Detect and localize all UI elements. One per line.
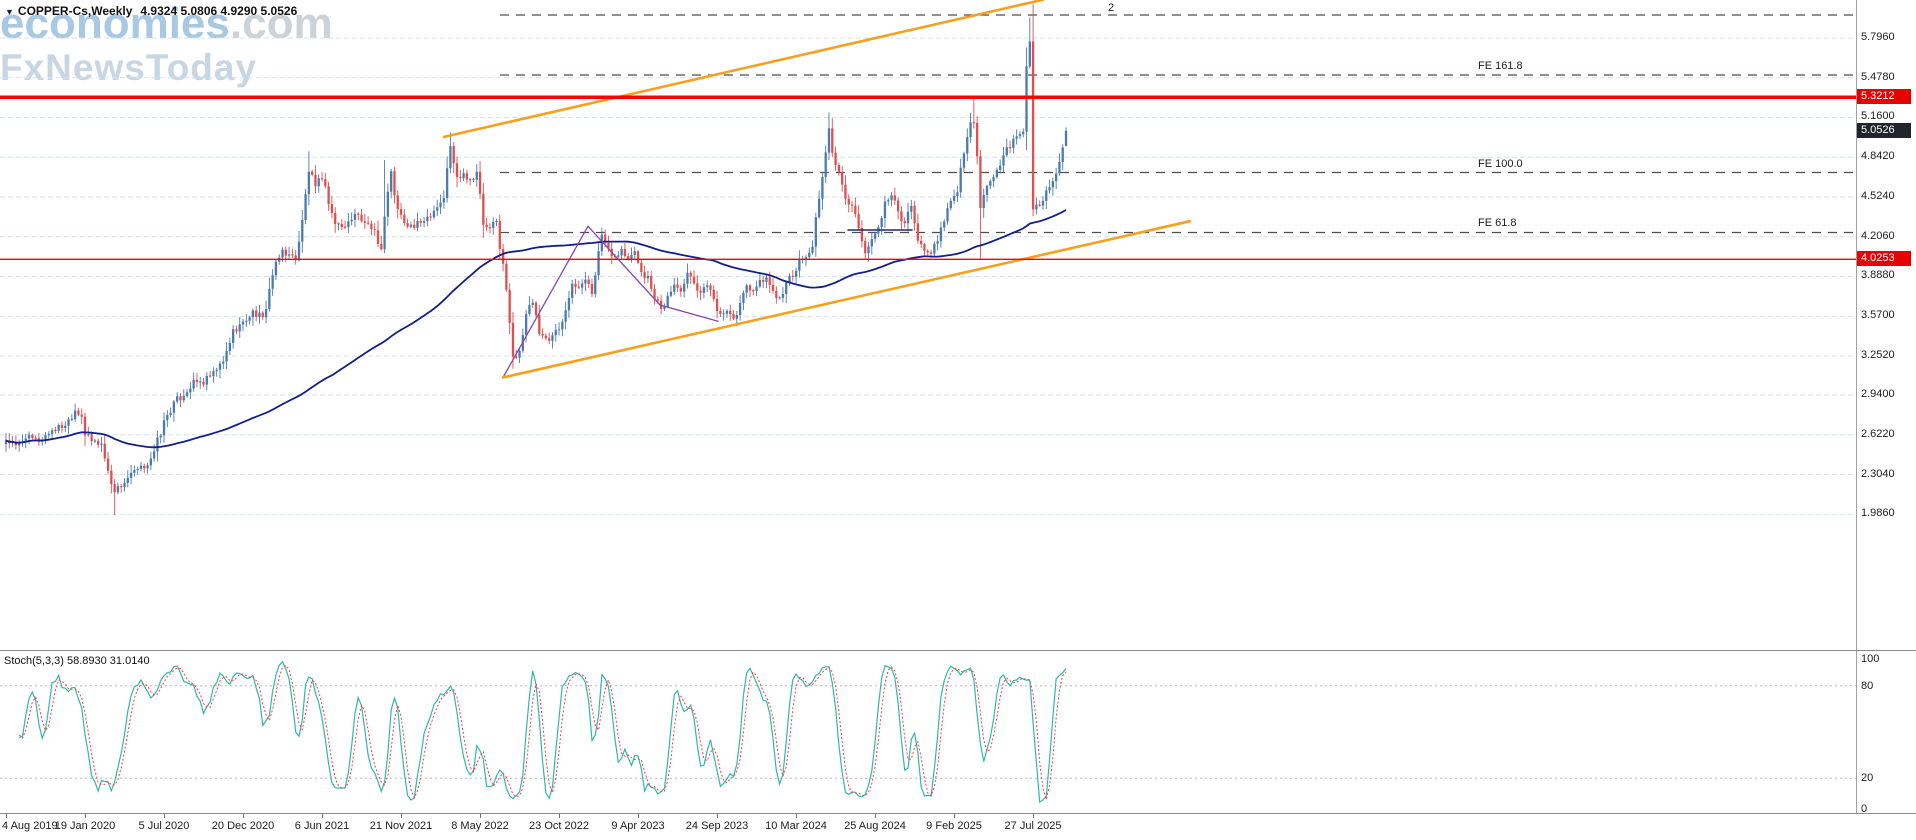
stoch-scale-label: 100 bbox=[1861, 653, 1880, 665]
price-tick-label: 2.9400 bbox=[1861, 388, 1895, 400]
time-tick bbox=[875, 814, 876, 818]
support-price-badge: 4.0253 bbox=[1857, 251, 1911, 266]
axis-separator bbox=[1856, 0, 1857, 813]
chart-title: ▼ COPPER-Cs,Weekly 4.9324 5.0806 4.9290 5.… bbox=[5, 4, 297, 18]
date-tick-label: 19 Jan 2020 bbox=[54, 820, 116, 832]
fib-expansion-lines[interactable] bbox=[500, 14, 1856, 234]
date-tick-label: 21 Nov 2021 bbox=[369, 820, 433, 832]
fib-level-label: FE 161.8 bbox=[1478, 60, 1523, 72]
time-tick bbox=[559, 814, 560, 818]
bull-candles bbox=[4, 17, 1068, 495]
symbol-timeframe-label: COPPER-Cs,Weekly bbox=[17, 4, 133, 18]
time-tick bbox=[164, 814, 165, 818]
price-tick-label: 1.9860 bbox=[1861, 507, 1895, 519]
main-chart-canvas[interactable] bbox=[0, 0, 1856, 650]
price-tick-label: 4.2060 bbox=[1861, 230, 1895, 242]
stoch-label-text: Stoch(5,3,3) 58.8930 31.0140 bbox=[4, 655, 150, 667]
date-tick-label: 9 Feb 2025 bbox=[926, 820, 982, 832]
time-tick bbox=[1033, 814, 1034, 818]
time-tick bbox=[401, 814, 402, 818]
price-tick-label: 3.5700 bbox=[1861, 309, 1895, 321]
stoch-scale-label: 0 bbox=[1861, 803, 1868, 815]
lower-channel-trendline[interactable] bbox=[501, 219, 1192, 379]
symbol-dropdown-icon: ▼ bbox=[5, 7, 14, 17]
price-tick-label: 2.6220 bbox=[1861, 428, 1895, 440]
resistance-price-badge: 5.3212 bbox=[1857, 89, 1911, 104]
time-tick bbox=[796, 814, 797, 818]
upper-channel-trendline[interactable] bbox=[442, 0, 1045, 139]
time-tick bbox=[638, 814, 639, 818]
price-tick-label: 2.3040 bbox=[1861, 468, 1895, 480]
time-tick bbox=[243, 814, 244, 818]
ohlc-values: 4.9324 5.0806 4.9290 5.0526 bbox=[140, 4, 298, 18]
purple-pattern-lines[interactable] bbox=[502, 225, 719, 379]
time-tick bbox=[717, 814, 718, 818]
panel-separator-stoch-dates bbox=[0, 813, 1916, 814]
stoch-main-line bbox=[19, 660, 1067, 804]
date-tick-label: 27 Jul 2025 bbox=[1004, 820, 1062, 832]
price-tick-label: 4.5240 bbox=[1861, 190, 1895, 202]
date-tick-label: 25 Aug 2024 bbox=[844, 820, 906, 832]
fib-level-label: FE 100.0 bbox=[1478, 158, 1523, 170]
date-tick-label: 8 May 2022 bbox=[451, 820, 509, 832]
date-tick-label: 5 Jul 2020 bbox=[138, 820, 190, 832]
price-tick-label: 3.2520 bbox=[1861, 349, 1895, 361]
date-tick-label: 20 Dec 2020 bbox=[211, 820, 275, 832]
stoch-scale-label: 80 bbox=[1861, 680, 1874, 692]
date-tick-label: 10 Mar 2024 bbox=[765, 820, 827, 832]
price-tick-label: 5.7960 bbox=[1861, 31, 1895, 43]
price-gridlines bbox=[0, 37, 1856, 515]
fe-200-partial-label: 2 bbox=[1108, 2, 1115, 14]
time-tick bbox=[322, 814, 323, 818]
stoch-scale-label: 20 bbox=[1861, 772, 1874, 784]
stoch-chart-canvas[interactable] bbox=[0, 651, 1856, 813]
time-tick bbox=[85, 814, 86, 818]
time-axis[interactable]: 4 Aug 2019 19 Jan 2020 5 Jul 2020 20 Dec 20… bbox=[0, 814, 1916, 840]
price-tick-label: 5.1600 bbox=[1861, 110, 1895, 122]
stoch-signal-line bbox=[18, 664, 1067, 802]
date-tick-label: 24 Sep 2023 bbox=[685, 820, 749, 832]
time-tick bbox=[6, 814, 7, 818]
date-tick-label: 9 Apr 2023 bbox=[611, 820, 665, 832]
stoch-indicator-label: Stoch(5,3,3) 58.8930 31.0140 bbox=[4, 655, 150, 667]
date-tick-label: 6 Jun 2021 bbox=[294, 820, 350, 832]
time-tick bbox=[480, 814, 481, 818]
panel-separator-main-stoch bbox=[0, 650, 1916, 651]
moving-average-line[interactable] bbox=[5, 209, 1067, 449]
time-tick bbox=[954, 814, 955, 818]
price-axis[interactable]: 5.7960 5.4780 5.1600 4.8420 4.5240 4.2060 3.88… bbox=[1857, 0, 1916, 815]
price-tick-label: 5.4780 bbox=[1861, 71, 1895, 83]
price-tick-label: 3.8880 bbox=[1861, 269, 1895, 281]
last-price-badge: 5.0526 bbox=[1857, 123, 1911, 138]
price-tick-label: 4.8420 bbox=[1861, 150, 1895, 162]
date-tick-label: 4 Aug 2019 bbox=[2, 820, 58, 832]
date-tick-label: 23 Oct 2022 bbox=[529, 820, 589, 832]
fib-level-label: FE 61.8 bbox=[1478, 217, 1517, 229]
